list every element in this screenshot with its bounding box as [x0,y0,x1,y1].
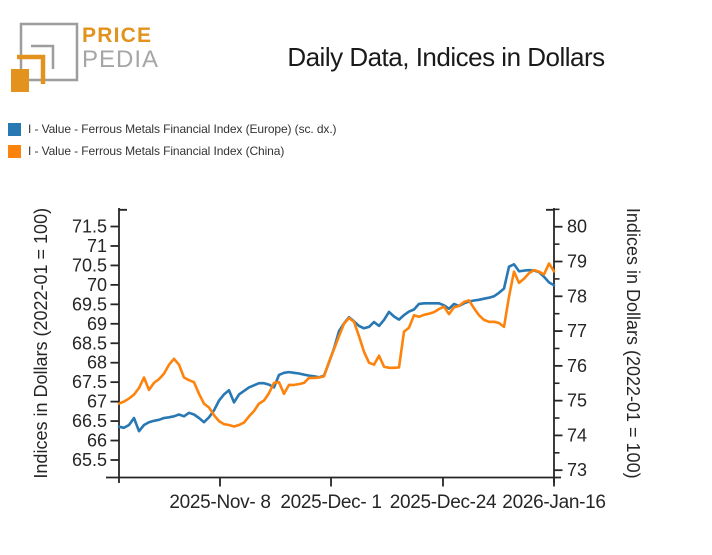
y-right-axis-title: Indices in Dollars (2022-01 = 100) [623,208,643,479]
y-left-tick-label: 71 [87,236,107,256]
y-right-tick-label: 78 [567,286,587,306]
y-left-axis-title: Indices in Dollars (2022-01 = 100) [31,208,51,479]
logo-text-pedia: PEDIA [82,46,160,73]
x-axis: 2025-Nov- 8 2025-Dec- 1 2025-Dec-24 2026-Ja… [169,477,606,513]
chart-legend: I - Value - Ferrous Metals Financial Ind… [8,118,337,162]
y-right-tick-label: 80 [567,217,587,237]
x-tick-label: 2025-Dec-24 [390,492,497,513]
series-line-europe [117,262,556,433]
legend-item-europe: I - Value - Ferrous Metals Financial Ind… [8,118,337,140]
y-axis-right: 73 74 75 76 77 78 79 80 [554,208,587,480]
logo-gray-corner-icon [31,44,55,69]
legend-swatch-europe-icon [8,122,21,136]
y-left-tick-label: 65.5 [72,450,107,470]
y-right-tick-label: 74 [567,425,587,445]
pricepedia-logo-icon [11,22,79,92]
x-tick-label: 2025-Dec- 1 [280,492,381,513]
pricepedia-logo: PRICE PEDIA [0,0,230,100]
legend-label-europe: I - Value - Ferrous Metals Financial Ind… [28,122,337,136]
legend-label-china: I - Value - Ferrous Metals Financial Ind… [28,144,285,158]
x-tick-label: 2026-Jan-16 [502,492,605,513]
logo-text-price: PRICE [82,24,153,47]
y-left-tick-label: 68 [87,353,107,373]
y-left-tick-label: 66.5 [72,411,107,431]
logo-orange-corner-icon [17,54,46,84]
y-left-tick-label: 69.5 [72,294,107,314]
y-left-tick-label: 66 [87,431,107,451]
y-left-tick-label: 70 [87,275,107,295]
x-tick-label: 2025-Nov- 8 [169,492,270,513]
series-line-china [117,262,556,428]
y-left-tick-label: 70.5 [72,255,107,275]
axis-spines [106,208,561,483]
legend-swatch-china-icon [8,144,21,158]
logo-outer-square-icon [19,22,79,82]
y-right-tick-label: 77 [567,321,587,341]
y-left-tick-label: 69 [87,314,107,334]
y-right-tick-label: 73 [567,460,587,480]
y-left-tick-label: 71.5 [72,217,107,237]
y-left-tick-label: 68.5 [72,333,107,353]
y-left-tick-label: 67 [87,392,107,412]
logo-solid-square-icon [11,69,29,92]
legend-item-china: I - Value - Ferrous Metals Financial Ind… [8,140,336,162]
chart-title: Daily Data, Indices in Dollars [287,42,605,72]
y-left-tick-label: 67.5 [72,372,107,392]
y-right-tick-label: 75 [567,391,587,411]
y-right-tick-label: 76 [567,356,587,376]
y-right-tick-label: 79 [567,252,587,272]
